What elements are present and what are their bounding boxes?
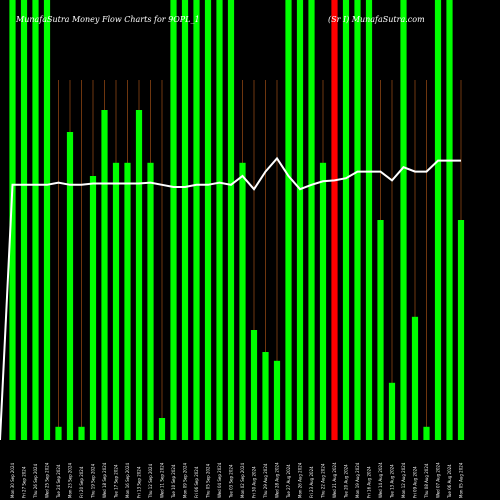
x-tick-label: Tue 03 Sep 2024: [229, 464, 234, 499]
bar: [446, 0, 453, 440]
bar: [400, 0, 407, 440]
x-tick-label: Wed 04 Sep 2024: [217, 462, 222, 498]
bar: [124, 162, 131, 441]
bar: [308, 0, 315, 440]
bar: [273, 360, 281, 440]
bar: [423, 426, 430, 440]
bar: [227, 0, 235, 440]
bar: [112, 162, 120, 441]
money-flow-line: [0, 156, 461, 441]
bar: [239, 162, 246, 441]
bar: [365, 0, 373, 440]
x-tick-label: Mon 16 Sep 2024: [125, 462, 130, 498]
x-tick-label: Thu 19 Sep 2024: [91, 463, 96, 499]
bar: [43, 0, 51, 440]
x-tick-label: Tue 20 Aug 2024: [344, 464, 349, 499]
bar: [216, 0, 223, 440]
x-tick-label: Mon 05 Aug 2024: [459, 462, 464, 498]
x-tick-label: Thu 26 Sep 2024: [33, 463, 38, 499]
bar: [101, 110, 108, 440]
bar: [32, 0, 39, 440]
bar: [354, 0, 361, 440]
x-tick-label: Tue 24 Sep 2024: [56, 464, 61, 499]
x-tick-label: Wed 18 Sep 2024: [102, 462, 107, 498]
bar: [193, 0, 200, 440]
bar: [331, 0, 338, 440]
x-tick-label: Wed 14 Aug 2024: [378, 462, 383, 498]
x-tick-label: Thu 05 Sep 2024: [206, 463, 211, 499]
bar: [170, 0, 177, 440]
x-tick-label: Wed 07 Aug 2024: [436, 462, 441, 498]
x-tick-label: Thu 12 Sep 2024: [148, 463, 153, 499]
bar: [262, 352, 269, 440]
bar: [434, 0, 442, 440]
bar: [89, 176, 97, 440]
x-tick-label: Fri 09 Aug 2024: [413, 466, 418, 498]
bar: [377, 220, 384, 440]
x-tick-label: Fri 16 Aug 2024: [367, 466, 372, 498]
bar: [78, 426, 85, 440]
x-tick-label: Fri 06 Sep 2024: [194, 466, 199, 498]
x-tick-label: Wed 21 Aug 2024: [332, 462, 337, 498]
bar: [342, 0, 350, 440]
x-tick-label: Wed 28 Aug 2024: [275, 462, 280, 498]
bar: [296, 0, 304, 440]
bar: [9, 0, 16, 440]
x-tick-label: Mon 09 Sep 2024: [183, 462, 188, 498]
x-tick-label: Thu 08 Aug 2024: [424, 463, 429, 499]
bar: [457, 220, 465, 440]
x-tick-label: Fri 13 Sep 2024: [137, 466, 142, 498]
x-tick-label: Mon 23 Sep 2024: [68, 462, 73, 498]
bar: [388, 382, 396, 440]
x-tick-label: Mon 30 Sep 2024: [10, 462, 15, 498]
bar: [55, 426, 62, 440]
bar: [181, 0, 189, 440]
bar: [147, 162, 154, 441]
x-tick-label: Fri 30 Aug 2024: [252, 466, 257, 498]
x-tick-label: Fri 23 Aug 2024: [309, 466, 314, 498]
bar: [250, 330, 258, 440]
bar: [135, 110, 143, 440]
bar: [158, 418, 166, 440]
x-tick-label: Mon 02 Sep 2024: [240, 462, 245, 498]
x-tick-label: Mon 12 Aug 2024: [401, 462, 406, 498]
x-tick-label: Tue 13 Aug 2024: [390, 464, 395, 499]
chart-title-left: MunafaSutra Money Flow Charts for 9OPL_1: [15, 15, 200, 24]
x-tick-label: Thu 29 Aug 2024: [263, 463, 268, 499]
x-tick-label: Tue 10 Sep 2024: [171, 464, 176, 499]
chart-title-right: (Sr I) MunafaSutra.com: [328, 15, 425, 24]
x-tick-label: Thu 22 Aug 2024: [321, 463, 326, 499]
x-tick-label: Tue 27 Aug 2024: [286, 464, 291, 499]
bar: [411, 316, 419, 440]
x-tick-label: Mon 26 Aug 2024: [298, 462, 303, 498]
x-tick-label: Fri 27 Sep 2024: [22, 466, 27, 498]
x-tick-label: Wed 25 Sep 2024: [45, 462, 50, 498]
x-tick-label: Fri 20 Sep 2024: [79, 466, 84, 498]
bar: [319, 162, 327, 441]
x-axis-ticks: Mon 30 Sep 2024 Fri 27 Sep 2024 Thu 26 Sep…: [10, 462, 464, 499]
x-tick-label: Tue 17 Sep 2024: [114, 464, 119, 499]
x-tick-label: Tue 06 Aug 2024: [447, 464, 452, 499]
bar: [285, 0, 292, 440]
bar: [204, 0, 212, 440]
bars-group: [9, 0, 465, 441]
x-tick-label: Wed 11 Sep 2024: [160, 462, 165, 498]
bar: [20, 0, 28, 440]
x-tick-label: Mon 19 Aug 2024: [355, 462, 360, 498]
bar: [66, 132, 74, 440]
